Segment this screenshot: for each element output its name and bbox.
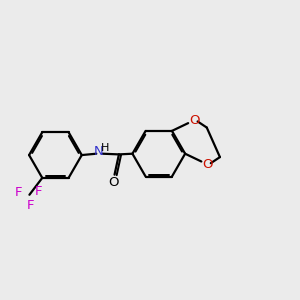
Text: H: H [101,143,109,153]
Text: O: O [189,114,200,127]
Text: O: O [108,176,119,189]
Text: F: F [35,185,43,198]
Text: F: F [15,186,22,199]
Text: O: O [202,158,213,171]
Text: F: F [26,199,34,212]
Text: N: N [94,145,104,158]
